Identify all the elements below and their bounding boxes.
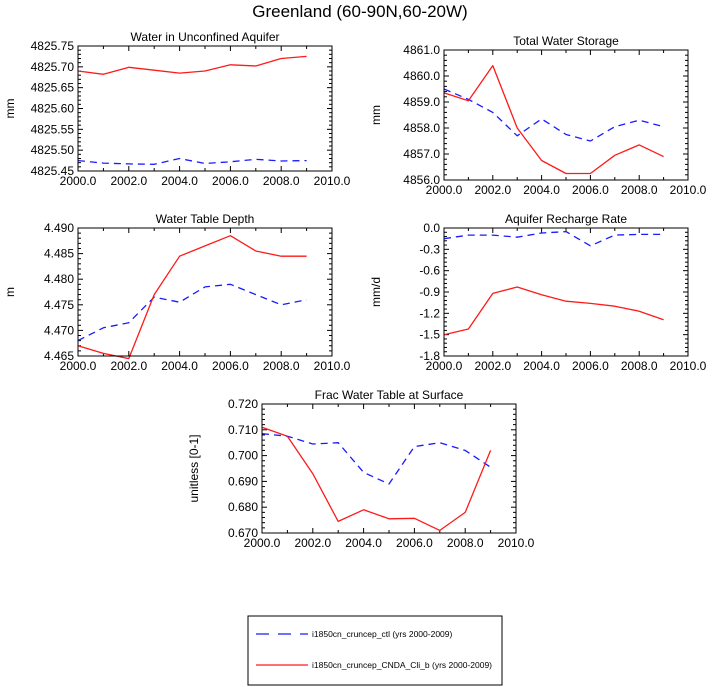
y-axis-label: unitless [0-1] bbox=[187, 434, 201, 502]
y-tick-label: 0.710 bbox=[228, 423, 258, 437]
legend: i1850cn_cruncep_ctl (yrs 2000-2009) i185… bbox=[247, 615, 503, 686]
plot-frame bbox=[443, 49, 689, 181]
y-axis-label: mm/d bbox=[369, 277, 383, 307]
y-tick-label: 4825.50 bbox=[31, 143, 75, 157]
x-tick-label: 2004.0 bbox=[345, 536, 382, 550]
y-tick-label: 4858.0 bbox=[403, 121, 440, 135]
y-tick-label: 0.690 bbox=[228, 474, 258, 488]
y-tick-label: 4.485 bbox=[44, 247, 74, 261]
x-tick-label: 2008.0 bbox=[263, 359, 300, 373]
series-line-ctl bbox=[443, 230, 664, 247]
figure-title: Greenland (60-90N,60-20W) bbox=[252, 2, 467, 21]
chart-title: Aquifer Recharge Rate bbox=[505, 212, 627, 226]
y-tick-label: -1.5 bbox=[419, 328, 440, 342]
series-line-ctl bbox=[77, 283, 307, 342]
y-tick-label: 4859.0 bbox=[403, 95, 440, 109]
x-tick-label: 2000.0 bbox=[60, 359, 97, 373]
y-tick-label: 4825.70 bbox=[31, 60, 75, 74]
series-line-cnda bbox=[443, 64, 664, 175]
y-tick-label: 4825.75 bbox=[31, 39, 75, 53]
legend-box bbox=[247, 615, 503, 686]
y-tick-label: 4857.0 bbox=[403, 147, 440, 161]
legend-label-cnda: i1850cn_cruncep_CNDA_Cli_b (yrs 2000-200… bbox=[312, 660, 492, 670]
x-tick-label: 2002.0 bbox=[110, 174, 147, 188]
series-line-ctl bbox=[261, 433, 491, 485]
y-tick-label: 0.720 bbox=[228, 397, 258, 411]
x-tick-label: 2010.0 bbox=[670, 183, 707, 197]
x-tick-label: 2010.0 bbox=[670, 359, 707, 373]
x-tick-label: 2002.0 bbox=[474, 183, 511, 197]
series-line-ctl bbox=[77, 157, 307, 165]
y-tick-label: -1.8 bbox=[419, 349, 440, 363]
x-tick-label: 2010.0 bbox=[314, 174, 351, 188]
y-tick-label: 4860.0 bbox=[403, 69, 440, 83]
series-line-cnda bbox=[77, 235, 307, 360]
x-tick-label: 2006.0 bbox=[212, 359, 249, 373]
plot-frame bbox=[443, 227, 689, 357]
chart-panels: Water in Unconfined Aquifer mm 2000.0 2002.… bbox=[3, 30, 707, 550]
chart-4: Aquifer Recharge Rate mm/d 2000.0 2002.0 200… bbox=[369, 212, 707, 373]
y-tick-label: 0.700 bbox=[228, 449, 258, 463]
x-tick-label: 2006.0 bbox=[212, 174, 249, 188]
chart-5: Frac Water Table at Surface unitless [0-1… bbox=[187, 388, 535, 550]
x-tick-label: 2008.0 bbox=[621, 359, 658, 373]
y-tick-label: 4825.65 bbox=[31, 81, 75, 95]
x-tick-label: 2002.0 bbox=[474, 359, 511, 373]
y-tick-label: 4.480 bbox=[44, 272, 74, 286]
chart-title: Frac Water Table at Surface bbox=[315, 388, 464, 402]
x-tick-label: 2010.0 bbox=[498, 536, 535, 550]
chart-title: Total Water Storage bbox=[513, 34, 619, 48]
x-tick-label: 2000.0 bbox=[244, 536, 281, 550]
x-tick-label: 2008.0 bbox=[621, 183, 658, 197]
series-line-ctl bbox=[443, 88, 664, 142]
x-tick-label: 2002.0 bbox=[294, 536, 331, 550]
plot-frame bbox=[77, 45, 333, 172]
x-tick-label: 2004.0 bbox=[523, 183, 560, 197]
chart-title: Water Table Depth bbox=[156, 212, 255, 226]
x-tick-label: 2006.0 bbox=[572, 183, 609, 197]
y-tick-label: -0.3 bbox=[419, 242, 440, 256]
x-tick-label: 2010.0 bbox=[314, 359, 351, 373]
y-tick-label: 4825.60 bbox=[31, 102, 75, 116]
y-tick-label: 4856.0 bbox=[403, 173, 440, 187]
series-line-cnda bbox=[443, 286, 664, 336]
chart-title: Water in Unconfined Aquifer bbox=[131, 30, 280, 44]
chart-2: Total Water Storage mm 2000.0 2002.0 2004.0 2… bbox=[369, 34, 707, 197]
y-tick-label: 4.490 bbox=[44, 221, 74, 235]
plot-frame bbox=[261, 403, 517, 534]
series-line-cnda bbox=[77, 55, 307, 75]
x-tick-label: 2006.0 bbox=[572, 359, 609, 373]
x-tick-label: 2006.0 bbox=[396, 536, 433, 550]
y-tick-label: 4.475 bbox=[44, 298, 74, 312]
y-tick-label: 4825.45 bbox=[31, 164, 75, 178]
y-tick-label: 4861.0 bbox=[403, 43, 440, 57]
y-tick-label: -0.9 bbox=[419, 285, 440, 299]
x-tick-label: 2008.0 bbox=[447, 536, 484, 550]
y-tick-label: 4825.55 bbox=[31, 122, 75, 136]
x-tick-label: 2000.0 bbox=[426, 359, 463, 373]
x-tick-label: 2002.0 bbox=[110, 359, 147, 373]
y-tick-label: -0.6 bbox=[419, 264, 440, 278]
x-tick-label: 2000.0 bbox=[426, 183, 463, 197]
chart-1: Water in Unconfined Aquifer mm 2000.0 2002.… bbox=[3, 30, 351, 188]
x-tick-label: 2008.0 bbox=[263, 174, 300, 188]
legend-label-ctl: i1850cn_cruncep_ctl (yrs 2000-2009) bbox=[312, 629, 453, 639]
x-tick-label: 2004.0 bbox=[523, 359, 560, 373]
x-tick-label: 2004.0 bbox=[161, 359, 198, 373]
plot-frame bbox=[77, 227, 333, 357]
y-tick-label: 4.465 bbox=[44, 349, 74, 363]
y-tick-label: 0.0 bbox=[423, 221, 440, 235]
y-axis-label: m bbox=[3, 287, 17, 297]
y-tick-label: 0.670 bbox=[228, 526, 258, 540]
y-tick-label: -1.2 bbox=[419, 306, 440, 320]
y-tick-label: 0.680 bbox=[228, 500, 258, 514]
chart-3: Water Table Depth m 2000.0 2002.0 2004.0 2006… bbox=[3, 212, 351, 373]
y-axis-label: mm bbox=[369, 105, 383, 125]
y-axis-label: mm bbox=[3, 99, 17, 119]
x-tick-label: 2000.0 bbox=[60, 174, 97, 188]
x-tick-label: 2004.0 bbox=[161, 174, 198, 188]
series-line-cnda bbox=[261, 426, 492, 532]
y-tick-label: 4.470 bbox=[44, 323, 74, 337]
